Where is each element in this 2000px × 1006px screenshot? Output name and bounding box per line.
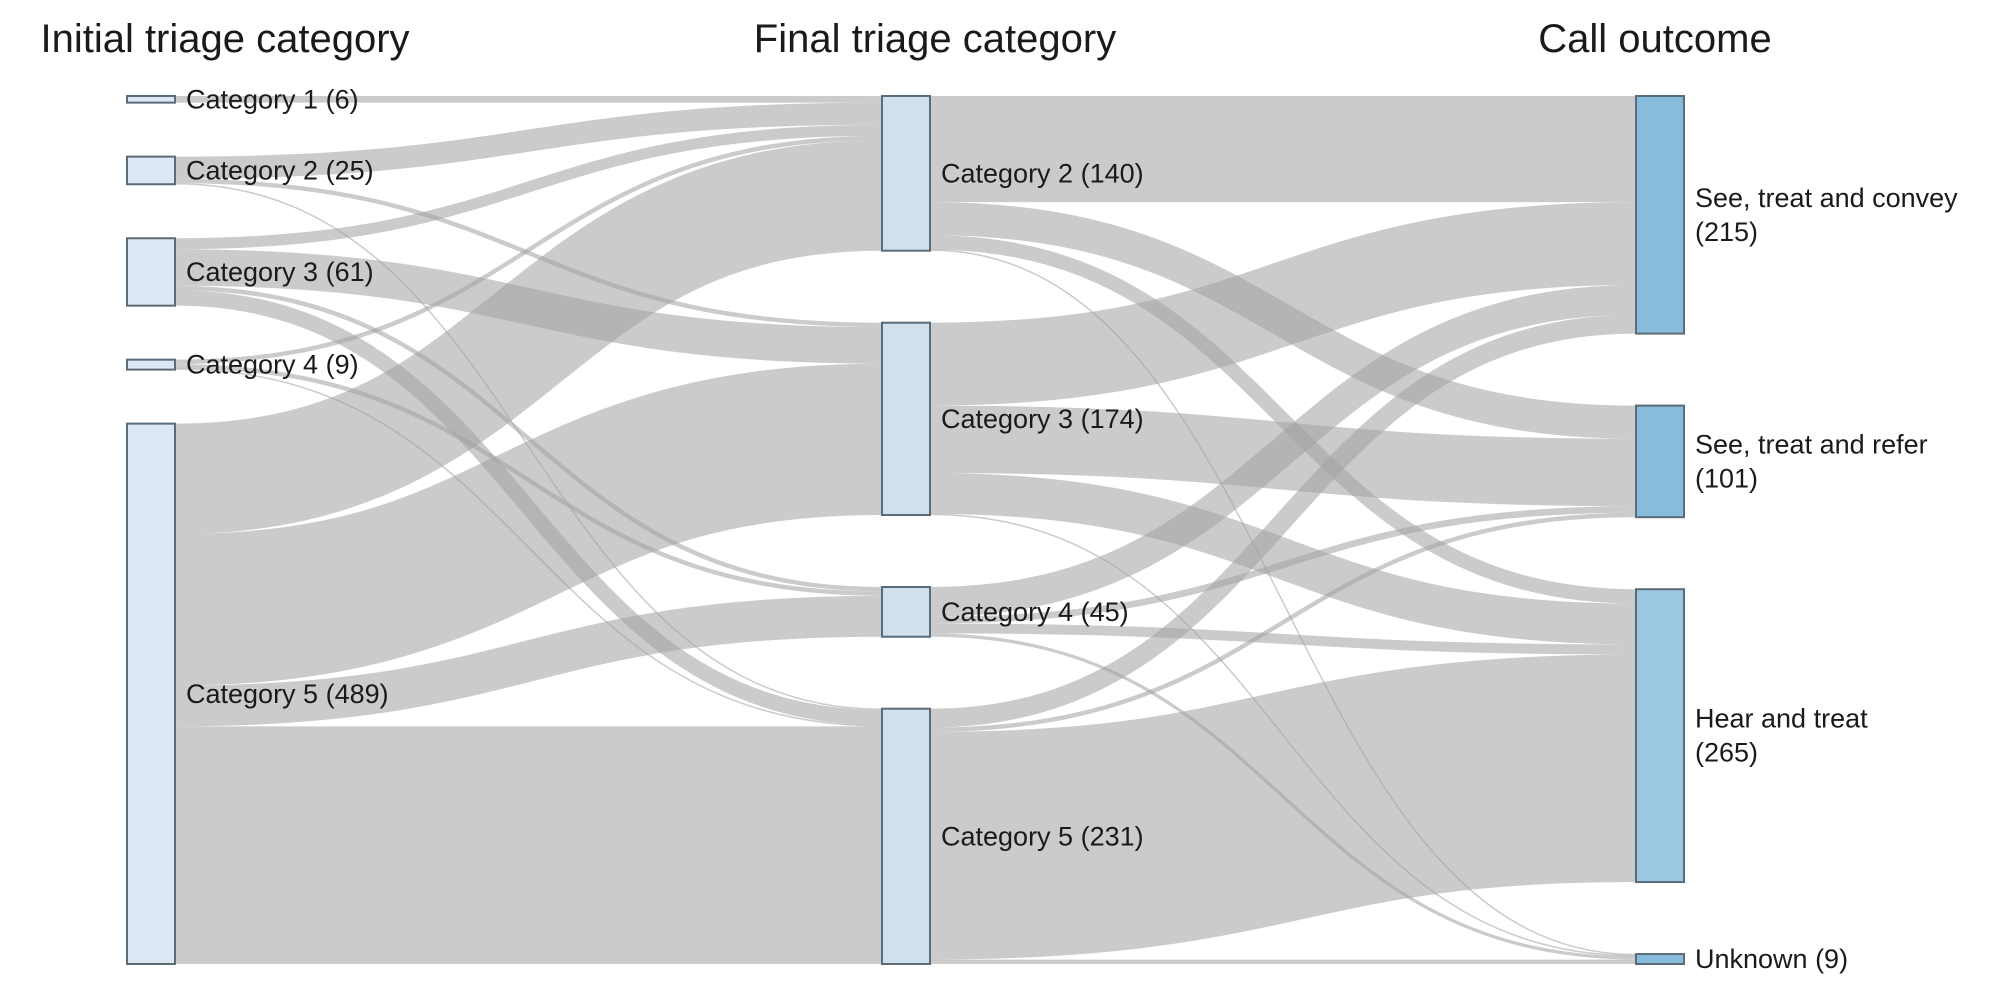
link-i5-f3	[174, 363, 883, 686]
node-f5	[881, 707, 931, 965]
link-f3-o3	[929, 473, 1637, 645]
node-o4	[1635, 953, 1685, 966]
column-title-outcome: Call outcome	[1538, 17, 1771, 61]
link-f3-o1	[929, 202, 1637, 406]
nodes-layer	[126, 95, 1685, 966]
link-i3-f4	[174, 285, 883, 592]
link-i2-f3	[174, 178, 883, 328]
link-f4-o1	[929, 284, 1637, 617]
node-label-f3: Category 3 (174)	[941, 404, 1144, 434]
link-i2-f2	[174, 102, 883, 179]
link-f5-o2	[929, 512, 1637, 732]
node-o1	[1635, 95, 1685, 335]
node-i5	[126, 422, 176, 965]
link-i5-f2	[174, 140, 883, 535]
link-i5-f4	[174, 595, 883, 727]
link-f2-o4	[929, 249, 1637, 956]
node-label-f5: Category 5 (231)	[941, 821, 1144, 851]
node-label-i2: Category 2 (25)	[186, 155, 374, 185]
node-label-o3: Hear and treat (265)	[1695, 704, 1868, 768]
node-i1	[126, 95, 176, 104]
link-f5-o1	[929, 314, 1637, 728]
node-label-i5: Category 5 (489)	[186, 679, 389, 709]
column-title-initial: Initial triage category	[40, 17, 409, 61]
node-f4	[881, 585, 931, 638]
node-label-f4: Category 4 (45)	[941, 597, 1129, 627]
labels-layer: Category 1 (6) Category 2 (25) Category 3 …	[186, 84, 1958, 974]
node-label-i4: Category 4 (9)	[186, 350, 359, 380]
column-title-final: Final triage category	[754, 17, 1116, 61]
node-f3	[881, 321, 931, 516]
node-f2	[881, 95, 931, 252]
node-i2	[126, 155, 176, 186]
link-f2-o3	[929, 235, 1637, 604]
node-label-f2: Category 2 (140)	[941, 158, 1144, 188]
node-label-o4: Unknown (9)	[1695, 944, 1848, 974]
node-label-o1: See, treat and convey (215)	[1695, 183, 1958, 247]
link-i3-f2	[174, 124, 883, 250]
link-f5-o3	[929, 654, 1637, 960]
node-i4	[126, 358, 176, 371]
link-i4-f2	[174, 135, 883, 365]
node-label-i1: Category 1 (6)	[186, 84, 359, 114]
node-i3	[126, 237, 176, 307]
node-label-i3: Category 3 (61)	[186, 257, 374, 287]
links-layer	[174, 95, 1637, 965]
link-f4-o3	[929, 623, 1637, 655]
link-f4-o2	[929, 506, 1637, 624]
node-label-o2: See, treat and refer (101)	[1695, 429, 1928, 493]
node-o2	[1635, 404, 1685, 519]
node-o3	[1635, 588, 1685, 884]
